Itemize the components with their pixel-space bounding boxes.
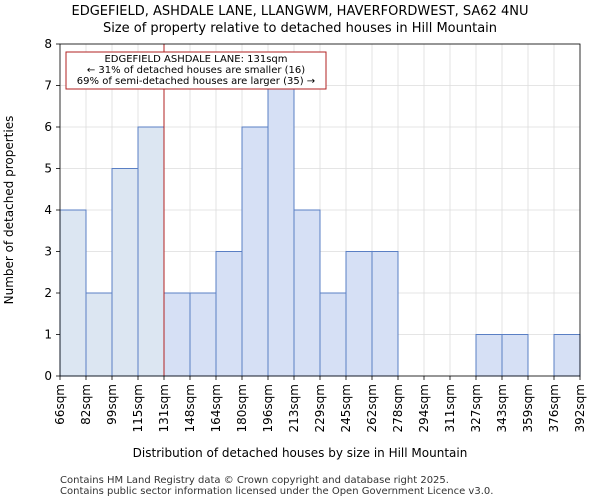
- chart-subtitle: Size of property relative to detached ho…: [103, 21, 497, 36]
- y-axis-label: Number of detached properties: [2, 116, 16, 305]
- x-tick-label: 180sqm: [235, 384, 249, 432]
- x-tick-label: 131sqm: [157, 384, 171, 432]
- x-tick-label: 245sqm: [339, 384, 353, 432]
- x-axis-ticks: 66sqm 82sqm 99sqm 115sqm 131sqm 148sqm 164sqm 1…: [53, 376, 587, 432]
- y-tick-label: 2: [44, 286, 52, 300]
- x-tick-label: 343sqm: [495, 384, 509, 432]
- bar: [553, 334, 581, 377]
- footer-line-1: Contains HM Land Registry data © Crown c…: [60, 475, 449, 486]
- bar: [371, 251, 399, 377]
- bar: [59, 209, 87, 377]
- bars-layer: [59, 85, 581, 377]
- bar: [189, 292, 217, 377]
- bar: [137, 126, 165, 377]
- y-tick-label: 8: [44, 37, 52, 51]
- bar: [319, 292, 347, 377]
- x-tick-label: 359sqm: [521, 384, 535, 432]
- bar: [475, 334, 503, 377]
- x-tick-label: 262sqm: [365, 384, 379, 432]
- x-tick-label: 115sqm: [131, 384, 145, 432]
- annotation-line-1: EDGEFIELD ASHDALE LANE: 131sqm: [104, 54, 287, 65]
- x-tick-label: 66sqm: [53, 384, 67, 425]
- y-tick-label: 3: [44, 245, 52, 259]
- annotation-frame: [65, 51, 327, 90]
- x-tick-label: 392sqm: [573, 384, 587, 432]
- x-axis-label: Distribution of detached houses by size …: [133, 446, 468, 460]
- x-tick-label: 196sqm: [261, 384, 275, 432]
- x-tick-label: 82sqm: [79, 384, 93, 425]
- chart-title: EDGEFIELD, ASHDALE LANE, LLANGWM, HAVERF…: [71, 4, 528, 19]
- bar: [241, 126, 269, 377]
- bar: [293, 209, 321, 377]
- bar: [85, 292, 113, 377]
- annotation-box: EDGEFIELD ASHDALE LANE: 131sqm ← 31% of …: [65, 51, 327, 90]
- x-tick-label: 278sqm: [391, 384, 405, 432]
- x-tick-label: 229sqm: [313, 384, 327, 432]
- y-tick-label: 0: [44, 369, 52, 383]
- bar: [267, 85, 295, 377]
- bar: [163, 292, 191, 377]
- bar: [501, 334, 529, 377]
- annotation-line-2: ← 31% of detached houses are smaller (16…: [87, 65, 305, 76]
- x-tick-label: 213sqm: [287, 384, 301, 432]
- y-tick-label: 4: [44, 203, 52, 217]
- x-tick-label: 99sqm: [105, 384, 119, 425]
- x-tick-label: 164sqm: [209, 384, 223, 432]
- x-tick-label: 148sqm: [183, 384, 197, 432]
- bar: [111, 168, 139, 377]
- bar: [215, 251, 243, 377]
- y-tick-label: 6: [44, 120, 52, 134]
- x-tick-label: 311sqm: [443, 384, 457, 432]
- bar: [345, 251, 373, 377]
- y-tick-label: 7: [44, 79, 52, 93]
- y-tick-label: 5: [44, 162, 52, 176]
- y-tick-label: 1: [44, 328, 52, 342]
- x-tick-label: 294sqm: [417, 384, 431, 432]
- annotation-line-3: 69% of semi-detached houses are larger (…: [77, 76, 315, 87]
- x-tick-label: 327sqm: [469, 384, 483, 432]
- x-tick-label: 376sqm: [547, 384, 561, 432]
- y-axis-ticks: 0 1 2 3 4 5 6 7 8: [44, 37, 60, 383]
- footer-line-2: Contains public sector information licen…: [60, 486, 493, 497]
